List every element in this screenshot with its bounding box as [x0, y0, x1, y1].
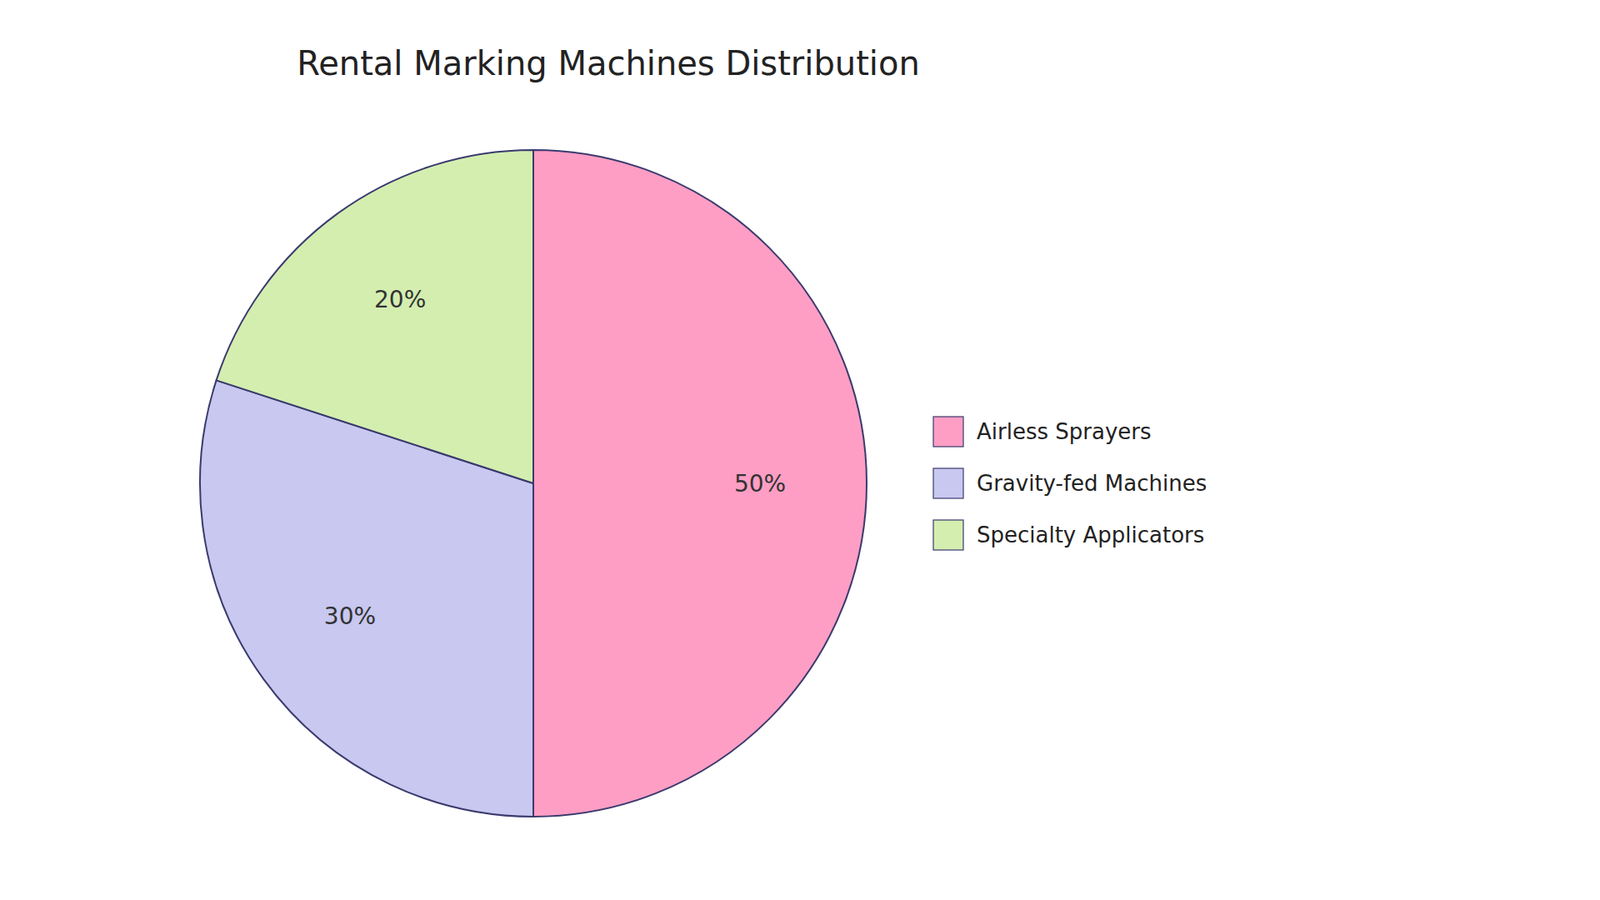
- background: [0, 0, 1600, 900]
- data-label: 30%: [324, 602, 376, 630]
- data-label: 50%: [734, 470, 786, 498]
- slice: [533, 150, 867, 817]
- data-label: 20%: [374, 285, 426, 314]
- legend: Airless Sprayers Gravity-fed Machines Spec…: [933, 416, 1207, 550]
- legend-swatch: [933, 468, 964, 499]
- legend-label: Airless Sprayers: [976, 419, 1152, 445]
- chart: Rental Marking Machines Distribution 50% 3…: [0, 0, 1600, 900]
- legend-swatch: [933, 416, 964, 447]
- title: Rental Marking Machines Distribution: [296, 44, 920, 83]
- legend-label: Specialty Applicators: [976, 522, 1205, 548]
- legend-label: Gravity-fed Machines: [976, 470, 1207, 496]
- legend-swatch: [933, 520, 964, 550]
- slices: [200, 150, 867, 817]
- data-labels: 50% 30% 20%: [324, 285, 786, 630]
- slice: [216, 150, 534, 484]
